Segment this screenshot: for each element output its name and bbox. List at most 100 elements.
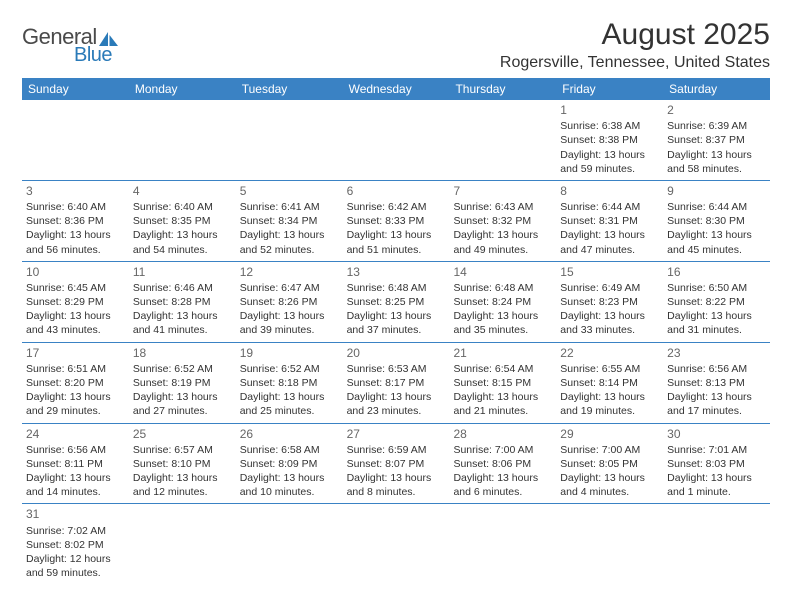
sunrise-text: Sunrise: 6:56 AM [26,443,125,457]
sunset-text: Sunset: 8:37 PM [667,133,766,147]
day-number: 23 [667,345,766,361]
day-number: 31 [26,506,125,522]
daylight-text: and 35 minutes. [453,323,552,337]
sunset-text: Sunset: 8:30 PM [667,214,766,228]
sunrise-text: Sunrise: 6:49 AM [560,281,659,295]
daylight-text: and 23 minutes. [347,404,446,418]
day-cell-empty [343,100,450,180]
sunset-text: Sunset: 8:31 PM [560,214,659,228]
daylight-text: Daylight: 13 hours [133,471,232,485]
calendar: SundayMondayTuesdayWednesdayThursdayFrid… [22,78,770,584]
day-cell: 24Sunrise: 6:56 AMSunset: 8:11 PMDayligh… [22,424,129,504]
day-number: 21 [453,345,552,361]
page-title: August 2025 [500,18,770,52]
daylight-text: Daylight: 13 hours [133,390,232,404]
daylight-text: Daylight: 13 hours [26,471,125,485]
day-header-cell: Friday [556,78,663,100]
day-number: 12 [240,264,339,280]
sunrise-text: Sunrise: 6:58 AM [240,443,339,457]
day-cell: 6Sunrise: 6:42 AMSunset: 8:33 PMDaylight… [343,181,450,261]
day-number: 4 [133,183,232,199]
daylight-text: and 14 minutes. [26,485,125,499]
sunrise-text: Sunrise: 6:55 AM [560,362,659,376]
day-cell: 11Sunrise: 6:46 AMSunset: 8:28 PMDayligh… [129,262,236,342]
day-number: 25 [133,426,232,442]
day-cell: 31Sunrise: 7:02 AMSunset: 8:02 PMDayligh… [22,504,129,584]
day-cell: 27Sunrise: 6:59 AMSunset: 8:07 PMDayligh… [343,424,450,504]
sunset-text: Sunset: 8:03 PM [667,457,766,471]
daylight-text: Daylight: 13 hours [133,309,232,323]
daylight-text: and 58 minutes. [667,162,766,176]
sunrise-text: Sunrise: 6:40 AM [26,200,125,214]
day-number: 30 [667,426,766,442]
sunrise-text: Sunrise: 7:00 AM [453,443,552,457]
sunrise-text: Sunrise: 6:39 AM [667,119,766,133]
sunrise-text: Sunrise: 6:44 AM [560,200,659,214]
day-number: 5 [240,183,339,199]
sunrise-text: Sunrise: 7:00 AM [560,443,659,457]
header: GeneralBlue August 2025 Rogersville, Ten… [22,18,770,72]
daylight-text: and 1 minute. [667,485,766,499]
daylight-text: and 27 minutes. [133,404,232,418]
location-text: Rogersville, Tennessee, United States [500,54,770,72]
daylight-text: and 51 minutes. [347,243,446,257]
sunset-text: Sunset: 8:17 PM [347,376,446,390]
day-cell: 29Sunrise: 7:00 AMSunset: 8:05 PMDayligh… [556,424,663,504]
daylight-text: Daylight: 13 hours [667,228,766,242]
sunset-text: Sunset: 8:34 PM [240,214,339,228]
day-cell-empty [22,100,129,180]
sunset-text: Sunset: 8:36 PM [26,214,125,228]
day-cell: 15Sunrise: 6:49 AMSunset: 8:23 PMDayligh… [556,262,663,342]
day-cell-empty [343,504,450,584]
day-number: 1 [560,102,659,118]
day-cell-empty [449,100,556,180]
daylight-text: Daylight: 13 hours [347,309,446,323]
day-cell: 22Sunrise: 6:55 AMSunset: 8:14 PMDayligh… [556,343,663,423]
daylight-text: Daylight: 13 hours [347,228,446,242]
week-row: 1Sunrise: 6:38 AMSunset: 8:38 PM Daylight… [22,100,770,181]
sunrise-text: Sunrise: 6:52 AM [133,362,232,376]
day-cell: 17Sunrise: 6:51 AMSunset: 8:20 PMDayligh… [22,343,129,423]
day-number: 8 [560,183,659,199]
daylight-text: and 37 minutes. [347,323,446,337]
daylight-text: Daylight: 13 hours [453,471,552,485]
day-cell: 30Sunrise: 7:01 AMSunset: 8:03 PMDayligh… [663,424,770,504]
day-cell-empty [236,100,343,180]
week-row: 24Sunrise: 6:56 AMSunset: 8:11 PMDayligh… [22,424,770,505]
day-number: 7 [453,183,552,199]
day-number: 27 [347,426,446,442]
daylight-text: Daylight: 13 hours [347,390,446,404]
day-cell: 28Sunrise: 7:00 AMSunset: 8:06 PMDayligh… [449,424,556,504]
day-cell: 23Sunrise: 6:56 AMSunset: 8:13 PMDayligh… [663,343,770,423]
sunrise-text: Sunrise: 7:01 AM [667,443,766,457]
sunset-text: Sunset: 8:11 PM [26,457,125,471]
daylight-text: and 4 minutes. [560,485,659,499]
daylight-text: and 29 minutes. [26,404,125,418]
day-cell: 5Sunrise: 6:41 AMSunset: 8:34 PMDaylight… [236,181,343,261]
week-row: 31Sunrise: 7:02 AMSunset: 8:02 PMDayligh… [22,504,770,584]
daylight-text: Daylight: 13 hours [667,148,766,162]
week-row: 17Sunrise: 6:51 AMSunset: 8:20 PMDayligh… [22,343,770,424]
sunset-text: Sunset: 8:32 PM [453,214,552,228]
daylight-text: Daylight: 13 hours [347,471,446,485]
daylight-text: Daylight: 13 hours [560,471,659,485]
sunrise-text: Sunrise: 6:53 AM [347,362,446,376]
daylight-text: and 59 minutes. [26,566,125,580]
sunset-text: Sunset: 8:19 PM [133,376,232,390]
sunset-text: Sunset: 8:22 PM [667,295,766,309]
sunset-text: Sunset: 8:09 PM [240,457,339,471]
day-cell: 12Sunrise: 6:47 AMSunset: 8:26 PMDayligh… [236,262,343,342]
day-cell: 4Sunrise: 6:40 AMSunset: 8:35 PMDaylight… [129,181,236,261]
day-cell: 19Sunrise: 6:52 AMSunset: 8:18 PMDayligh… [236,343,343,423]
daylight-text: Daylight: 13 hours [560,309,659,323]
daylight-text: Daylight: 13 hours [240,471,339,485]
sunrise-text: Sunrise: 6:38 AM [560,119,659,133]
day-cell-empty [556,504,663,584]
day-number: 22 [560,345,659,361]
sunset-text: Sunset: 8:24 PM [453,295,552,309]
day-cell: 14Sunrise: 6:48 AMSunset: 8:24 PMDayligh… [449,262,556,342]
sunrise-text: Sunrise: 6:46 AM [133,281,232,295]
day-header-cell: Saturday [663,78,770,100]
day-cell: 25Sunrise: 6:57 AMSunset: 8:10 PMDayligh… [129,424,236,504]
sunset-text: Sunset: 8:38 PM [560,133,659,147]
